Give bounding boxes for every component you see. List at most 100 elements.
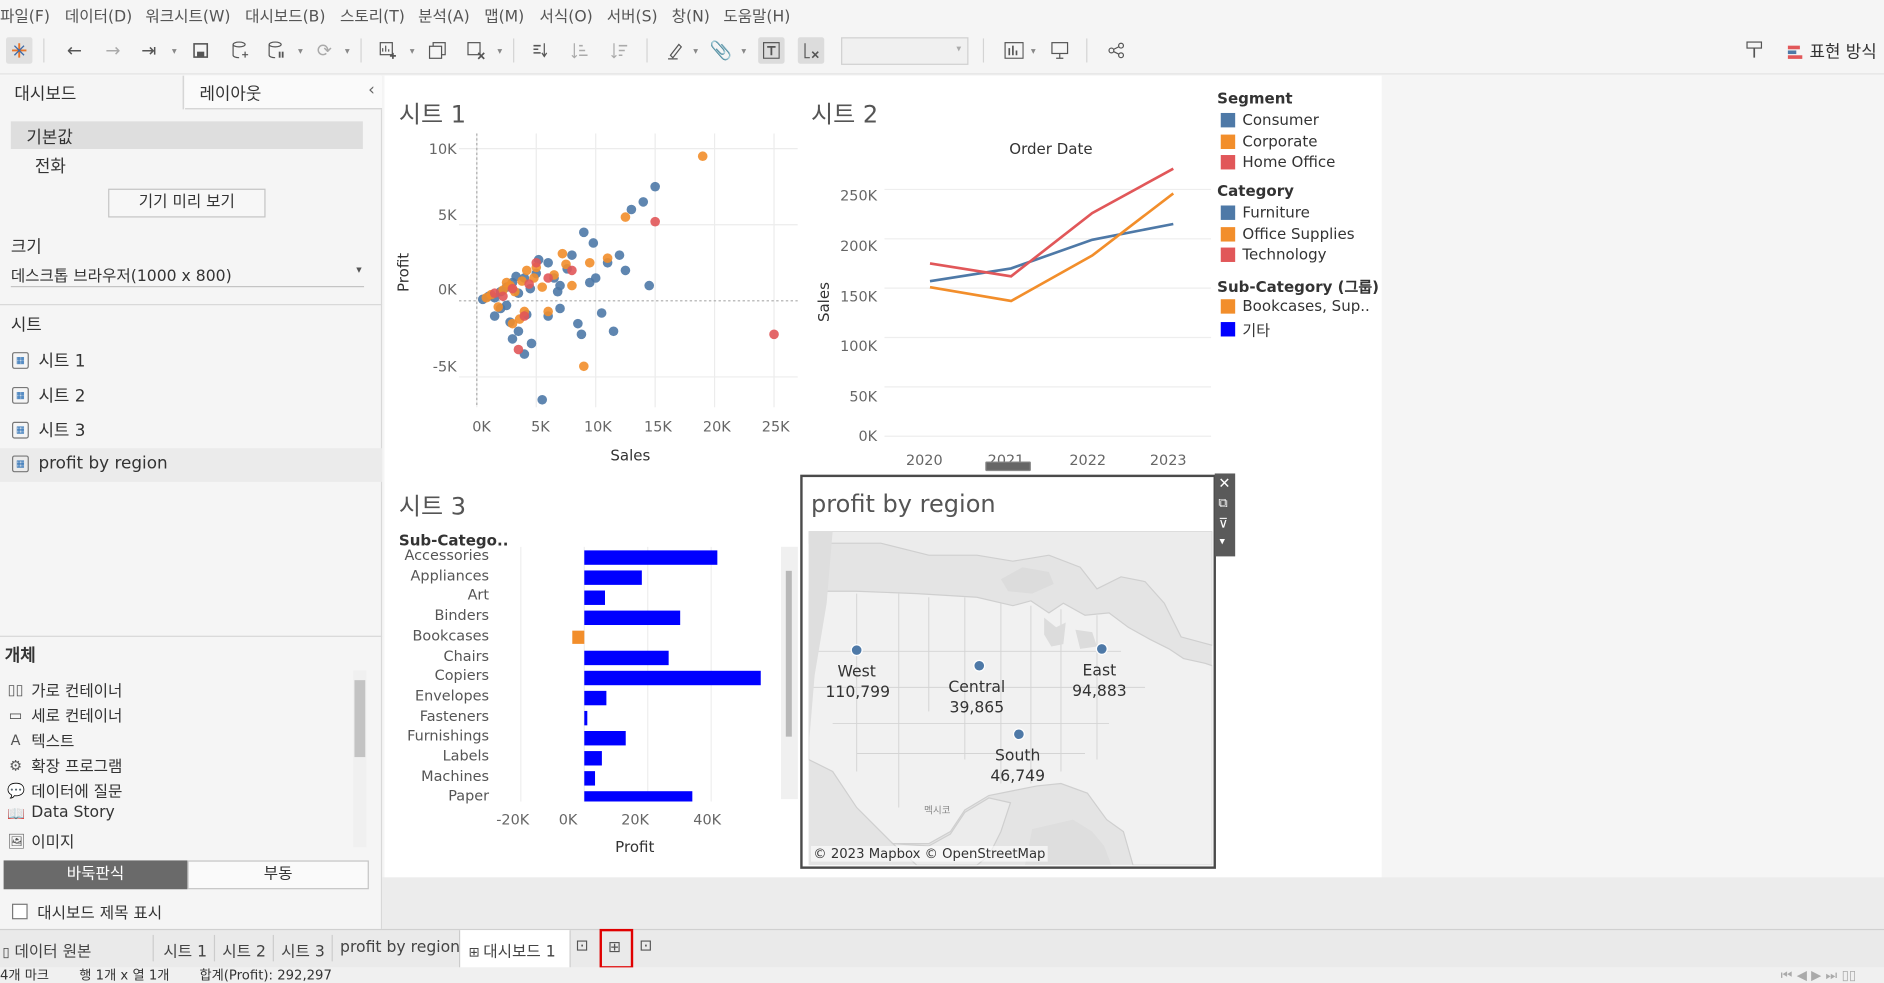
x-tick: 20K — [702, 418, 731, 436]
sheet-list-item[interactable]: ▦ 시트 2 — [12, 383, 85, 407]
pause-updates-icon[interactable] — [263, 37, 289, 63]
group-members-icon[interactable]: 📎 — [709, 39, 733, 62]
menu-map[interactable]: 맵(M) — [484, 8, 525, 27]
legend-item[interactable]: Home Office — [1220, 153, 1335, 171]
legend-item[interactable]: Consumer — [1220, 111, 1319, 129]
more-options-icon[interactable]: ▾ — [1219, 535, 1225, 548]
container-grip-icon[interactable] — [985, 461, 1031, 472]
series-line — [929, 222, 1174, 283]
fit-dropdown[interactable]: ▾ — [841, 37, 969, 65]
sheet1-xlabel: Sales — [610, 445, 651, 464]
objects-scrollbar[interactable] — [353, 670, 367, 848]
show-mark-labels-icon[interactable] — [758, 37, 785, 64]
sort-ascending-icon[interactable] — [567, 37, 593, 63]
object-extension[interactable]: ⚙ 확장 프로그램 — [9, 756, 123, 777]
menu-analysis[interactable]: 분석(A) — [418, 8, 470, 27]
menu-server[interactable]: 서버(S) — [606, 8, 658, 27]
x-tick: -20K — [496, 811, 530, 828]
legend-item[interactable]: 기타 — [1220, 317, 1270, 340]
sheet-list-item[interactable]: ▦ profit by region — [12, 454, 168, 473]
save-icon[interactable] — [187, 37, 213, 63]
object-vertical-container[interactable]: ▭ 세로 컨테이너 — [8, 706, 123, 726]
legend-item[interactable]: Office Supplies — [1220, 225, 1355, 243]
presentation-mode-icon[interactable] — [1047, 37, 1073, 63]
show-me-button[interactable]: 표현 방식 — [1787, 40, 1877, 64]
collapse-panel-icon[interactable]: ‹ — [368, 80, 375, 100]
share-icon[interactable] — [1103, 37, 1129, 63]
tab-dashboard-active[interactable] — [458, 930, 571, 968]
bar — [584, 690, 607, 706]
sheet-list-item[interactable]: ▦ 시트 1 — [12, 348, 85, 372]
sheet1-title: 시트 1 — [398, 99, 467, 129]
tab-sheet[interactable]: 시트 3 — [281, 943, 325, 962]
highlight-icon[interactable] — [662, 37, 688, 63]
redo-icon[interactable]: → — [105, 39, 121, 62]
tiled-button[interactable]: 바둑판식 — [3, 860, 188, 890]
sheet-list-item[interactable]: ▦ 시트 3 — [12, 418, 85, 442]
scatter-point — [697, 151, 708, 162]
fix-axes-icon[interactable] — [797, 37, 825, 64]
object-horizontal-container[interactable]: ▯▯ 가로 컨테이너 — [7, 680, 123, 701]
go-to-sheet-icon[interactable]: ⧉ — [1218, 495, 1228, 511]
floating-button[interactable]: 부동 — [187, 860, 369, 890]
tab-sheet[interactable]: 시트 1 — [163, 943, 208, 962]
new-datasource-icon[interactable] — [227, 37, 253, 63]
legend-item[interactable]: Corporate — [1220, 132, 1317, 150]
tableau-logo-icon[interactable] — [6, 37, 33, 64]
replay-icon[interactable]: ⇥ — [141, 39, 157, 62]
scatter-point — [507, 318, 518, 329]
object-data-story[interactable]: 📖 Data Story — [7, 803, 115, 822]
menu-format[interactable]: 서식(O) — [539, 8, 593, 27]
tab-dashboard[interactable]: 대시보드 — [0, 75, 184, 110]
category-label: Bookcases — [412, 627, 490, 644]
device-default[interactable]: 기본값 — [10, 121, 363, 150]
menu-dashboard[interactable]: 대시보드(B) — [245, 8, 326, 27]
x-tick: 2020 — [905, 451, 943, 469]
scatter-point — [620, 212, 631, 222]
object-image[interactable]: 🖼 이미지 — [7, 832, 75, 853]
new-dashboard-tab-button[interactable]: ⊞ — [599, 928, 634, 969]
sheet-list-item-selected[interactable] — [0, 448, 383, 482]
object-text[interactable]: A 텍스트 — [7, 728, 75, 751]
menu-file[interactable]: 파일(F) — [0, 8, 50, 27]
show-cards-icon[interactable] — [1001, 37, 1027, 63]
legend-item[interactable]: Furniture — [1220, 203, 1310, 221]
device-phone[interactable]: 전화 — [34, 157, 66, 177]
status-nav-icon[interactable]: ⏮ ◀ ▶ ⏭ ▯▯ — [1780, 967, 1857, 983]
new-worksheet-tab-icon[interactable]: ⊡ — [575, 937, 589, 956]
map-label-central: Central 39,865 — [948, 678, 1006, 718]
highlighter-icon[interactable] — [1741, 37, 1767, 63]
ask-data-icon: 💬 — [7, 781, 26, 799]
new-worksheet-icon[interactable] — [375, 37, 401, 63]
show-dashboard-title-checkbox[interactable]: 대시보드 제목 표시 — [12, 900, 162, 923]
bar-chart-scrollbar[interactable] — [780, 546, 798, 800]
undo-icon[interactable]: ← — [66, 39, 83, 62]
map-zone[interactable]: profit by region 멕시코 West 110,7 — [800, 474, 1216, 869]
tab-data-source[interactable]: ▯ 데이터 원본 — [2, 943, 92, 962]
menu-worksheet[interactable]: 워크시트(W) — [145, 8, 231, 27]
menu-story[interactable]: 스토리(T) — [340, 8, 405, 27]
use-as-filter-icon[interactable]: ⊽ — [1218, 515, 1229, 532]
tab-sheet[interactable]: profit by region — [340, 938, 461, 957]
map-country-label: 멕시코 — [923, 805, 951, 816]
menu-help[interactable]: 도움말(H) — [723, 8, 791, 27]
object-ask-data[interactable]: 💬 데이터에 질문 — [7, 781, 123, 802]
new-story-tab-icon[interactable]: ⊡ — [639, 937, 653, 956]
legend-item[interactable]: Bookcases, Sup.. — [1220, 297, 1370, 315]
tab-layout[interactable]: 레이아웃 — [185, 75, 383, 110]
legend-item[interactable]: Technology — [1220, 245, 1327, 263]
tab-dashboard-1[interactable]: ⊞ 대시보드 1 — [468, 943, 556, 962]
clear-sheet-icon[interactable] — [463, 37, 489, 63]
menu-data[interactable]: 데이터(D) — [64, 8, 133, 27]
size-dropdown[interactable]: 데스크톱 브라우저(1000 x 800) ▾ — [10, 261, 365, 288]
remove-zone-icon[interactable]: ✕ — [1218, 474, 1231, 492]
duplicate-icon[interactable] — [424, 37, 450, 63]
device-preview-button[interactable]: 기기 미리 보기 — [108, 188, 266, 218]
refresh-icon[interactable]: ⟳ — [316, 39, 332, 62]
menu-window[interactable]: 창(N) — [671, 8, 710, 27]
map-view[interactable]: 멕시코 West 110,799 Central 39,865 East 94,883… — [808, 531, 1213, 866]
map-attribution[interactable]: © 2023 Mapbox © OpenStreetMap — [811, 846, 1048, 862]
tab-sheet[interactable]: 시트 2 — [222, 943, 266, 962]
swap-rows-columns-icon[interactable] — [527, 37, 553, 63]
sort-descending-icon[interactable] — [607, 37, 633, 63]
